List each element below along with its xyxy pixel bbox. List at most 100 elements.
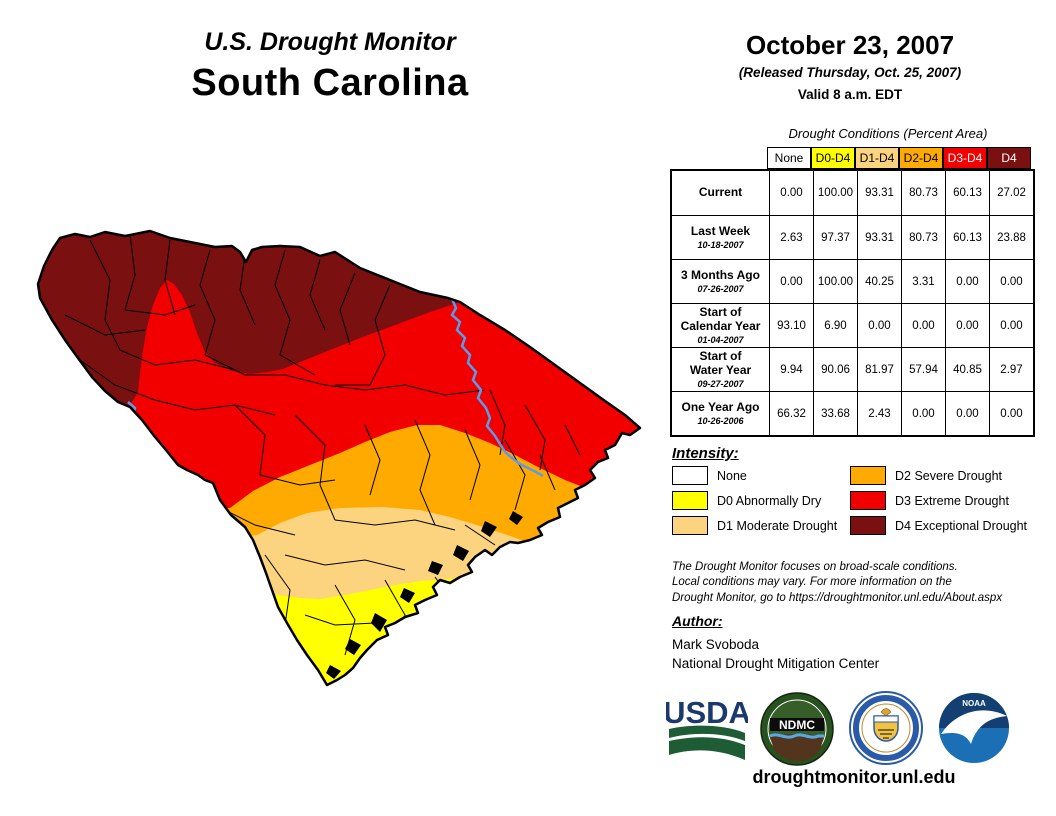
row-label: Start of Calendar Year 01-04-2007 (672, 303, 769, 347)
table-cell: 9.94 (769, 347, 813, 391)
disclaimer-text: The Drought Monitor focuses on broad-sca… (672, 561, 1003, 604)
legend-item-d3: D3 Extreme Drought (850, 491, 1009, 510)
table-cell: 0.00 (901, 391, 945, 435)
table-cell: 40.85 (945, 347, 989, 391)
d0-abnormally-dry-region (38, 577, 555, 685)
ndmc-band (770, 718, 824, 731)
row-label: Start of Water Year 09-27-2007 (672, 347, 769, 391)
south-carolina-drought-map (36, 229, 642, 687)
release-date: (Released Thursday, Oct. 25, 2007) (738, 65, 962, 80)
author-name: Mark Svoboda (672, 637, 760, 652)
col-header-none: None (767, 147, 811, 169)
seal-eagle (880, 708, 892, 717)
seal-ship-marks (878, 729, 894, 739)
legend-label: D4 Exceptional Drought (895, 518, 1028, 533)
d0-swatch (672, 491, 708, 510)
ndmc-water-wave (769, 733, 824, 739)
d4-swatch (850, 516, 886, 535)
d1-swatch (672, 516, 708, 535)
table-cell: 80.73 (901, 215, 945, 259)
noaa-wordmark: NOAA (962, 699, 986, 708)
none-swatch (672, 466, 708, 485)
footer-url: droughtmonitor.unl.edu (752, 767, 956, 787)
table-cell: 81.97 (857, 347, 901, 391)
row-label: Last Week 10-18-2007 (672, 215, 769, 259)
report-title: U.S. Drought Monitor (204, 28, 456, 56)
seal-blue-ring (853, 695, 919, 761)
table-cell: 93.10 (769, 303, 813, 347)
ndmc-mountains (770, 734, 824, 762)
table-title: Drought Conditions (Percent Area) (788, 126, 988, 141)
table-cell: 100.00 (813, 171, 857, 215)
table-cell: 23.88 (989, 215, 1033, 259)
table-cell: 2.63 (769, 215, 813, 259)
table-cell: 3.31 (901, 259, 945, 303)
row-label: Current (698, 185, 743, 200)
table-cell: 97.37 (813, 215, 857, 259)
table-cell: 57.94 (901, 347, 945, 391)
legend-item-d2: D2 Severe Drought (850, 466, 1002, 485)
legend-item-d4: D4 Exceptional Drought (850, 516, 1027, 535)
table-cell: 80.73 (901, 171, 945, 215)
legend-title: Intensity: (672, 445, 739, 462)
header-spacer (670, 147, 767, 169)
seal-shield-chief (873, 715, 899, 723)
table-cell: 0.00 (989, 259, 1033, 303)
table-cell: 0.00 (945, 259, 989, 303)
legend-item-d1: D1 Moderate Drought (672, 516, 837, 535)
legend-label: D0 Abnormally Dry (717, 493, 822, 508)
table-cell: 0.00 (989, 391, 1033, 435)
table-cell: 0.00 (989, 303, 1033, 347)
table-cell: 60.13 (945, 215, 989, 259)
table-cell: 100.00 (813, 259, 857, 303)
ndmc-logo: NDMC (760, 692, 834, 766)
table-body: Current 0.00 100.00 93.31 80.73 60.13 27… (670, 169, 1035, 437)
table-cell: 60.13 (945, 171, 989, 215)
noaa-logo: NOAA (939, 692, 1009, 763)
pee-dee-river (450, 298, 544, 478)
row-label: One Year Ago 10-26-2006 (672, 391, 769, 435)
col-header-d0-d4: D0-D4 (811, 147, 855, 169)
table-cell: 27.02 (989, 171, 1033, 215)
legend-item-d0: D0 Abnormally Dry (672, 491, 821, 510)
table-cell: 0.00 (945, 391, 989, 435)
usda-wordmark: USDA (666, 696, 748, 730)
table-cell: 2.43 (857, 391, 901, 435)
legend-label: None (717, 468, 747, 483)
legend-label: D1 Moderate Drought (717, 518, 838, 533)
row-label: 3 Months Ago 07-26-2007 (672, 259, 769, 303)
table-cell: 93.31 (857, 215, 901, 259)
table-cell: 2.97 (989, 347, 1033, 391)
table-cell: 0.00 (945, 303, 989, 347)
legend-label: D3 Extreme Drought (895, 493, 1009, 508)
usda-logo: USDA (666, 696, 748, 760)
d2-swatch (850, 466, 886, 485)
state-outline (36, 229, 642, 687)
legend-label: D2 Severe Drought (895, 468, 1003, 483)
table-cell: 0.00 (769, 171, 813, 215)
ndmc-wordmark: NDMC (779, 718, 815, 732)
usda-swoosh-bottom (669, 737, 745, 760)
table-cell: 0.00 (769, 259, 813, 303)
legend-item-none: None (672, 466, 747, 485)
table-cell: 33.68 (813, 391, 857, 435)
commerce-seal-logo (849, 691, 923, 765)
table-cell: 6.90 (813, 303, 857, 347)
valid-time: Valid 8 a.m. EDT (797, 87, 903, 102)
table-cell: 0.00 (901, 303, 945, 347)
author-org: National Drought Mitigation Center (672, 656, 880, 671)
col-header-d4: D4 (987, 147, 1031, 169)
author-heading: Author: (672, 613, 723, 629)
col-header-d2-d4: D2-D4 (899, 147, 943, 169)
d3-swatch (850, 491, 886, 510)
table-cell: 66.32 (769, 391, 813, 435)
table-cell: 0.00 (857, 303, 901, 347)
table-cell: 40.25 (857, 259, 901, 303)
drought-conditions-table: None D0-D4 D1-D4 D2-D4 D3-D4 D4 Current … (670, 147, 1035, 437)
table-header-row: None D0-D4 D1-D4 D2-D4 D3-D4 D4 (670, 147, 1035, 169)
map-date: October 23, 2007 (745, 30, 955, 60)
usda-swoosh-top (669, 725, 745, 741)
col-header-d3-d4: D3-D4 (943, 147, 987, 169)
table-cell: 90.06 (813, 347, 857, 391)
